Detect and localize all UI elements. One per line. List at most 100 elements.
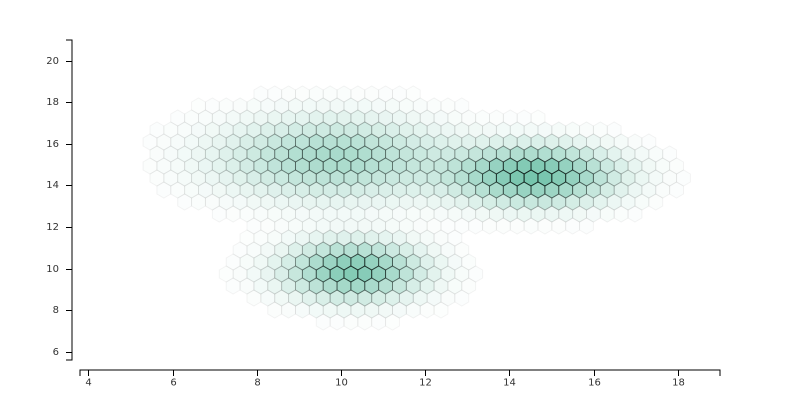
hex-cell (648, 169, 664, 187)
hex-cell (461, 181, 477, 199)
hex-cell (239, 181, 255, 199)
hex-cell (163, 121, 179, 139)
hex-cell (281, 253, 296, 271)
y-tick-label: 20 (46, 56, 59, 67)
hex-cell (198, 181, 213, 199)
hex-cell (405, 253, 421, 271)
hex-cell (246, 145, 262, 163)
hex-cell (565, 193, 581, 211)
y-tick-label: 8 (53, 305, 59, 316)
y-axis-line (66, 39, 73, 361)
hex-cell (315, 145, 331, 163)
hex-cell (426, 217, 442, 235)
hex-cell (329, 169, 345, 187)
hex-cell (204, 97, 220, 115)
hex-cell (260, 289, 276, 307)
x-tick-label: 8 (254, 378, 260, 389)
hex-cell (516, 109, 532, 127)
hex-cell (662, 169, 678, 187)
hex-cell (225, 157, 241, 175)
hex-cell (398, 217, 414, 235)
hex-cell (454, 97, 470, 115)
hex-cell (627, 133, 643, 151)
hex-cell (419, 133, 435, 151)
hex-cell (267, 253, 283, 271)
hex-cell (288, 193, 303, 211)
hex-cell (288, 217, 303, 235)
hex-cell (502, 109, 518, 127)
hex-cell (488, 205, 504, 223)
hex-cell (405, 301, 421, 319)
hex-cell (281, 301, 296, 319)
hex-cell (391, 277, 407, 295)
hex-cell (198, 157, 213, 175)
hex-cell (357, 121, 373, 139)
hex-cell (274, 169, 290, 187)
hex-cell (239, 157, 255, 175)
hex-cell (502, 181, 518, 199)
hex-cell (669, 181, 684, 199)
hex-cell (676, 169, 691, 187)
hex-cell (565, 121, 581, 139)
hex-cell (315, 193, 331, 211)
hex-cell (357, 193, 373, 211)
hex-cell (357, 145, 373, 163)
hex-cell (315, 121, 331, 139)
hex-cell (405, 205, 421, 223)
hex-cell (274, 145, 290, 163)
hex-cell (364, 85, 380, 103)
hex-cell (440, 265, 456, 283)
hex-cell (260, 265, 276, 283)
hex-cell (336, 277, 352, 295)
hex-cell (461, 253, 477, 271)
hex-cell (274, 97, 290, 115)
x-tick-label: 18 (672, 378, 685, 389)
hex-cell (184, 181, 199, 199)
hex-cell (641, 181, 657, 199)
hex-cell (585, 205, 601, 223)
hex-cell (426, 169, 442, 187)
hex-cell (336, 205, 352, 223)
hex-cell (371, 121, 387, 139)
hex-cell (281, 229, 296, 247)
hex-cell (475, 205, 490, 223)
hex-cell (585, 133, 601, 151)
hex-cell (204, 145, 220, 163)
hex-cell (592, 193, 608, 211)
hex-cell (170, 109, 186, 127)
hex-cell (218, 145, 234, 163)
hex-cell (198, 133, 213, 151)
hex-cell (225, 205, 241, 223)
hex-cell (419, 181, 435, 199)
hex-cell (468, 145, 484, 163)
hex-cell (378, 229, 393, 247)
hex-cell (191, 193, 206, 211)
hex-cell (191, 145, 206, 163)
hex-cell (267, 157, 283, 175)
hex-cell (274, 121, 290, 139)
hex-cell (350, 109, 366, 127)
hex-cell (544, 181, 560, 199)
hex-cell (378, 205, 393, 223)
x-axis-line (79, 369, 721, 376)
hex-cell (246, 193, 262, 211)
hex-cell (495, 121, 511, 139)
hex-cell (364, 301, 380, 319)
hex-cell (232, 193, 248, 211)
hex-cell (385, 193, 400, 211)
hex-cell (191, 169, 206, 187)
hex-cell (558, 181, 574, 199)
hex-cell (482, 217, 497, 235)
hex-cell (211, 133, 227, 151)
hex-cell (288, 241, 303, 259)
hex-cell (454, 169, 470, 187)
hex-cell (655, 157, 671, 175)
hex-cell (634, 193, 650, 211)
hex-cell (294, 277, 310, 295)
hex-cell (336, 301, 352, 319)
hex-cell (218, 97, 234, 115)
hex-cell (246, 265, 262, 283)
y-axis: 6 8 10 12 14 16 18 20 (46, 39, 73, 361)
hex-cell (627, 157, 643, 175)
hex-cell (398, 265, 414, 283)
